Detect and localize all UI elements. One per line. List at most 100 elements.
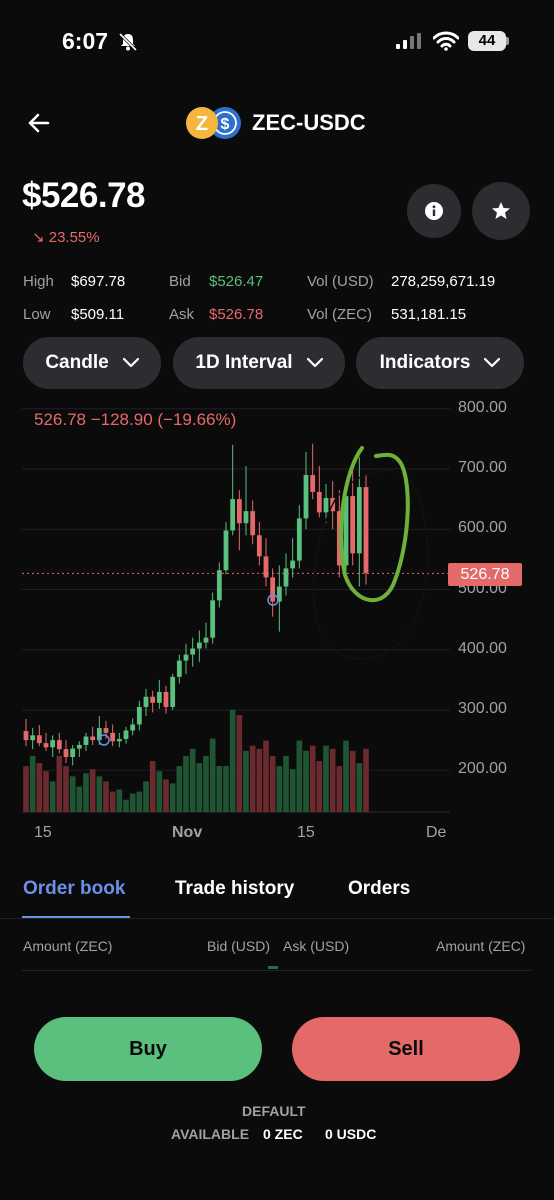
volume-bar — [176, 766, 183, 812]
chevron-down-icon — [122, 358, 139, 368]
svg-text:Z: Z — [196, 113, 208, 135]
tab-order-book[interactable]: Order book — [23, 878, 126, 899]
candle-body — [190, 648, 196, 655]
candle-body — [43, 743, 49, 748]
candle-body — [170, 676, 176, 707]
candle-body — [350, 496, 356, 554]
high-value: $697.78 — [71, 273, 126, 290]
candle-body — [283, 568, 289, 587]
candle-body — [296, 518, 302, 561]
y-tick-label: 600.00 — [458, 519, 507, 537]
candle-body — [303, 475, 309, 519]
bell-muted-icon — [118, 32, 138, 52]
volume-bar — [109, 791, 116, 812]
price-chart[interactable] — [0, 395, 554, 850]
volume-bar — [363, 748, 369, 812]
x-tick-label: 15 — [297, 824, 315, 841]
volume-bar — [256, 748, 263, 812]
bid-usd-header: Bid (USD) — [207, 938, 271, 954]
volume-bar — [203, 755, 209, 812]
volume-bar — [129, 793, 136, 812]
vol-usd-value: 278,259,671.19 — [391, 273, 496, 290]
amount-zec-header-right: Amount (ZEC) — [436, 938, 526, 954]
volume-bar — [29, 755, 36, 812]
info-button[interactable] — [407, 184, 461, 238]
volume-bar — [83, 773, 89, 812]
candle-body — [230, 499, 236, 531]
buy-button[interactable]: Buy — [34, 1017, 262, 1081]
candle-body — [116, 738, 122, 742]
y-tick-label: 300.00 — [458, 700, 507, 717]
high-label: High — [23, 273, 54, 290]
candle-body — [150, 696, 156, 703]
candle-body — [196, 642, 202, 649]
low-label: Low — [23, 306, 51, 323]
candle-body — [276, 586, 282, 602]
volume-bar — [209, 738, 216, 812]
price-change: ↘ 23.55% — [32, 229, 100, 246]
indicators-dropdown[interactable]: Indicators — [356, 337, 524, 389]
svg-text:$: $ — [221, 116, 230, 133]
wifi-icon — [433, 31, 459, 51]
volume-bar — [116, 789, 123, 812]
candle-body — [236, 499, 242, 524]
volume-bar — [103, 781, 109, 812]
x-tick-label: De — [426, 824, 447, 841]
volume-bar — [269, 755, 276, 812]
sell-button[interactable]: Sell — [292, 1017, 520, 1081]
chevron-down-icon — [306, 358, 323, 368]
ask-value: $526.78 — [209, 306, 264, 323]
volume-bar — [89, 769, 96, 812]
vol-zec-value: 531,181.15 — [391, 306, 467, 323]
tab-orders[interactable]: Orders — [348, 878, 411, 899]
volume-bar — [303, 750, 309, 812]
current-price: $526.78 — [22, 176, 146, 215]
marker-dot — [267, 594, 279, 606]
star-icon — [492, 202, 510, 219]
battery-icon: 44 — [468, 31, 506, 51]
pair-title: ZEC-USDC — [252, 110, 366, 135]
x-tick-label: 15 — [34, 824, 52, 841]
volume-bar — [196, 763, 203, 812]
volume-bar — [56, 755, 63, 812]
candle-body — [356, 487, 362, 554]
volume-bar — [316, 761, 323, 812]
candle-body — [156, 691, 162, 703]
favorite-button[interactable] — [472, 182, 530, 240]
interval-dropdown[interactable]: 1D Interval — [173, 337, 345, 389]
candle-body — [216, 570, 222, 601]
candle-body — [316, 491, 322, 513]
volume-bar — [229, 710, 236, 812]
volume-bar — [249, 745, 256, 812]
volume-bar — [323, 745, 329, 812]
volume-bar — [263, 740, 269, 812]
zec-balance: 0 ZEC — [263, 1126, 303, 1142]
candle-body — [290, 560, 296, 569]
candle-body — [363, 487, 369, 574]
candle-body — [243, 511, 249, 524]
volume-bar — [49, 781, 56, 812]
volume-bar — [36, 763, 43, 812]
candle-body — [130, 724, 136, 731]
volume-bar — [76, 786, 83, 812]
candle-body — [103, 728, 109, 733]
candle-body — [56, 740, 62, 750]
y-tick-label: 400.00 — [458, 639, 507, 657]
bid-label: Bid — [169, 273, 191, 290]
default-label: DEFAULT — [242, 1103, 306, 1119]
candle-body — [36, 735, 42, 744]
tab-divider — [0, 918, 554, 919]
candle-body — [256, 535, 262, 557]
volume-bars — [23, 710, 369, 812]
vol-usd-label: Vol (USD) — [307, 273, 374, 290]
candle-body — [63, 749, 69, 757]
volume-bar — [336, 766, 343, 812]
back-arrow-icon[interactable] — [26, 110, 52, 136]
volume-bar — [289, 769, 296, 812]
candle-dropdown[interactable]: Candle — [23, 337, 161, 389]
candle-body — [136, 706, 142, 725]
tab-trade-history[interactable]: Trade history — [175, 878, 295, 899]
volume-bar — [223, 766, 229, 812]
candle-body — [76, 744, 82, 749]
volume-bar — [149, 761, 156, 812]
